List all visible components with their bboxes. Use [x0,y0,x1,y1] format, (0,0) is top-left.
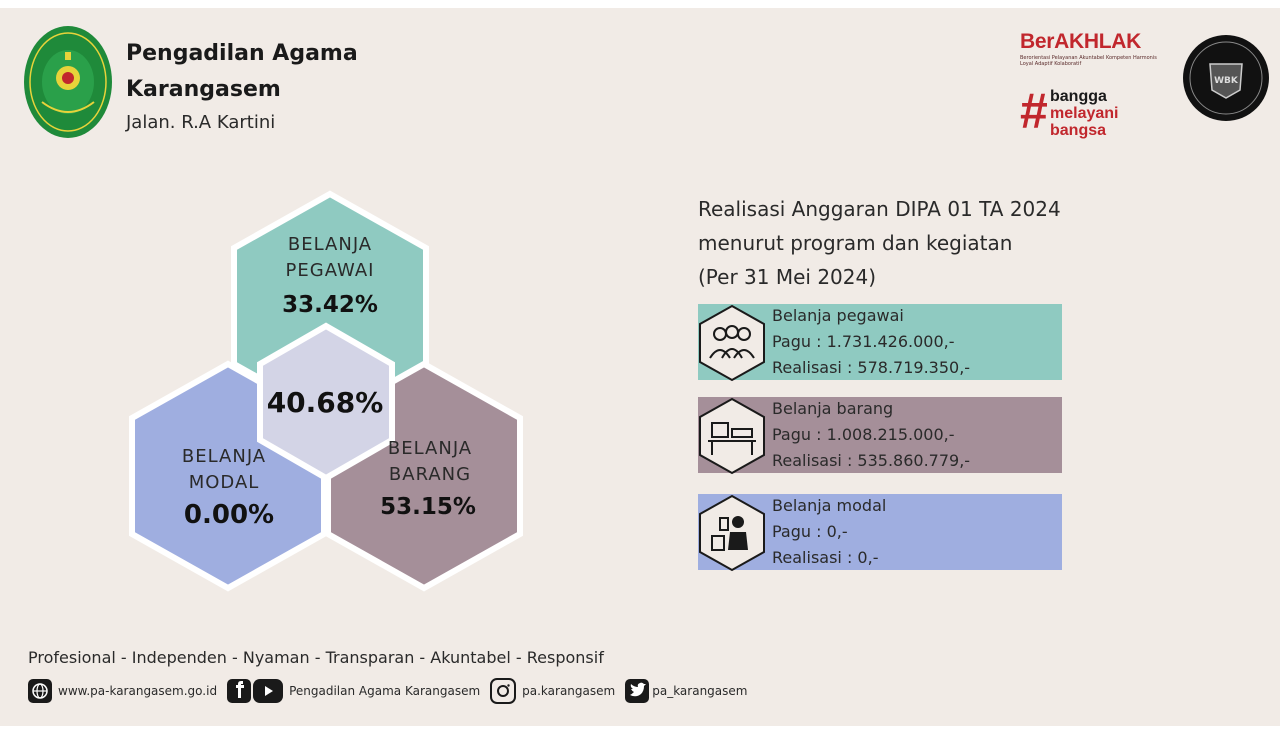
hex-barang-label2: BARANG [388,464,472,485]
core-values-line: Profesional - Independen - Nyaman - Tran… [28,648,604,667]
facebook-youtube-text: Pengadilan Agama Karangasem [289,684,481,698]
card-modal-realisasi: Realisasi : 0,- [772,548,879,567]
hashtag-icon: # [1020,83,1048,139]
people-group-icon [699,304,765,382]
panel-title-line3: (Per 31 Mei 2024) [698,265,877,289]
youtube-icon [253,679,284,703]
org-name: Pengadilan Agama Karangasem [126,36,358,108]
berakhlak-brand: BerAKHLAK [1020,30,1141,53]
card-pegawai-pagu: Pagu : 1.731.426.000,- [772,332,955,351]
hex-center-value: 40.68% [266,386,384,419]
hex-center [257,322,395,482]
tag-bangsa: bangsa [1050,122,1107,139]
org-address: Jalan. R.A Kartini [126,112,276,133]
card-barang-name: Belanja barang [772,399,894,418]
panel-title-line1: Realisasi Anggaran DIPA 01 TA 2024 [698,197,1061,221]
card-belanja-modal: Belanja modal Pagu : 0,- Realisasi : 0,- [698,493,1062,572]
website-link[interactable]: www.pa-karangasem.go.id [28,679,217,703]
hexagon-chart: BELANJA PEGAWAI 33.42% 40.68% BELANJA MO… [120,188,540,598]
hex-pegawai-value: 33.42% [282,292,378,318]
bangga-melayani-bangsa: bangga melayani bangsa [1050,88,1160,139]
panel-title: Realisasi Anggaran DIPA 01 TA 2024 menur… [698,192,1061,294]
card-modal-text: Belanja modal Pagu : 0,- Realisasi : 0,- [772,493,886,571]
org-name-line2: Karangasem [126,77,281,102]
twitter-icon [625,679,650,703]
hex-pegawai-label2: PEGAWAI [285,260,375,281]
hexagon-shapes [129,190,523,592]
hex-pegawai-label1: BELANJA [287,234,373,255]
instagram-link[interactable]: pa.karangasem [490,678,615,704]
twitter-text: pa_karangasem [652,684,748,698]
instagram-text: pa.karangasem [522,684,616,698]
card-belanja-pegawai: Belanja pegawai Pagu : 1.731.426.000,- R… [698,303,1062,382]
card-pegawai-text: Belanja pegawai Pagu : 1.731.426.000,- R… [772,303,970,381]
card-modal-pagu: Pagu : 0,- [772,522,848,541]
facebook-youtube-link[interactable]: Pengadilan Agama Karangasem [227,679,480,703]
infographic-canvas: Pengadilan Agama Karangasem Jalan. R.A K… [0,8,1280,726]
card-barang-pagu: Pagu : 1.008.215.000,- [772,425,955,444]
card-pegawai-realisasi: Realisasi : 578.719.350,- [772,358,971,377]
card-belanja-barang: Belanja barang Pagu : 1.008.215.000,- Re… [698,396,1062,475]
hex-barang-value: 53.15% [380,494,476,520]
zona-integritas-badge-icon: WBK [1183,35,1269,121]
berakhlak-subtitle: Berorientasi Pelayanan Akuntabel Kompete… [1020,55,1157,67]
hex-modal-value: 0.00% [183,500,275,530]
social-links: www.pa-karangasem.go.id Pengadilan Agama… [28,678,757,704]
org-name-line1: Pengadilan Agama [126,41,358,66]
svg-text:WBK: WBK [1214,76,1239,86]
globe-icon [28,679,52,703]
hex-modal-label1: BELANJA [181,446,267,467]
office-desk-icon [699,397,765,475]
tag-melayani: melayani [1050,105,1119,122]
tag-bangga: bangga [1050,88,1107,105]
facebook-icon [227,679,252,703]
hex-barang-label1: BELANJA [387,438,473,459]
instagram-icon [490,678,517,704]
card-pegawai-name: Belanja pegawai [772,306,904,325]
card-modal-name: Belanja modal [772,496,887,515]
website-text: www.pa-karangasem.go.id [58,684,218,698]
court-emblem-logo [24,26,112,138]
hex-barang-label: BELANJA BARANG [370,436,490,488]
hex-modal-label: BELANJA MODAL [164,444,284,496]
hex-pegawai-label: BELANJA PEGAWAI [270,232,390,284]
card-barang-realisasi: Realisasi : 535.860.779,- [772,451,971,470]
twitter-link[interactable]: pa_karangasem [625,679,747,703]
hex-modal-label2: MODAL [188,472,260,493]
panel-title-line2: menurut program dan kegiatan [698,231,1013,255]
person-building-icon [699,494,765,572]
berakhlak-logo: BerAKHLAK Berorientasi Pelayanan Akuntab… [1020,30,1170,140]
card-barang-text: Belanja barang Pagu : 1.008.215.000,- Re… [772,396,970,474]
